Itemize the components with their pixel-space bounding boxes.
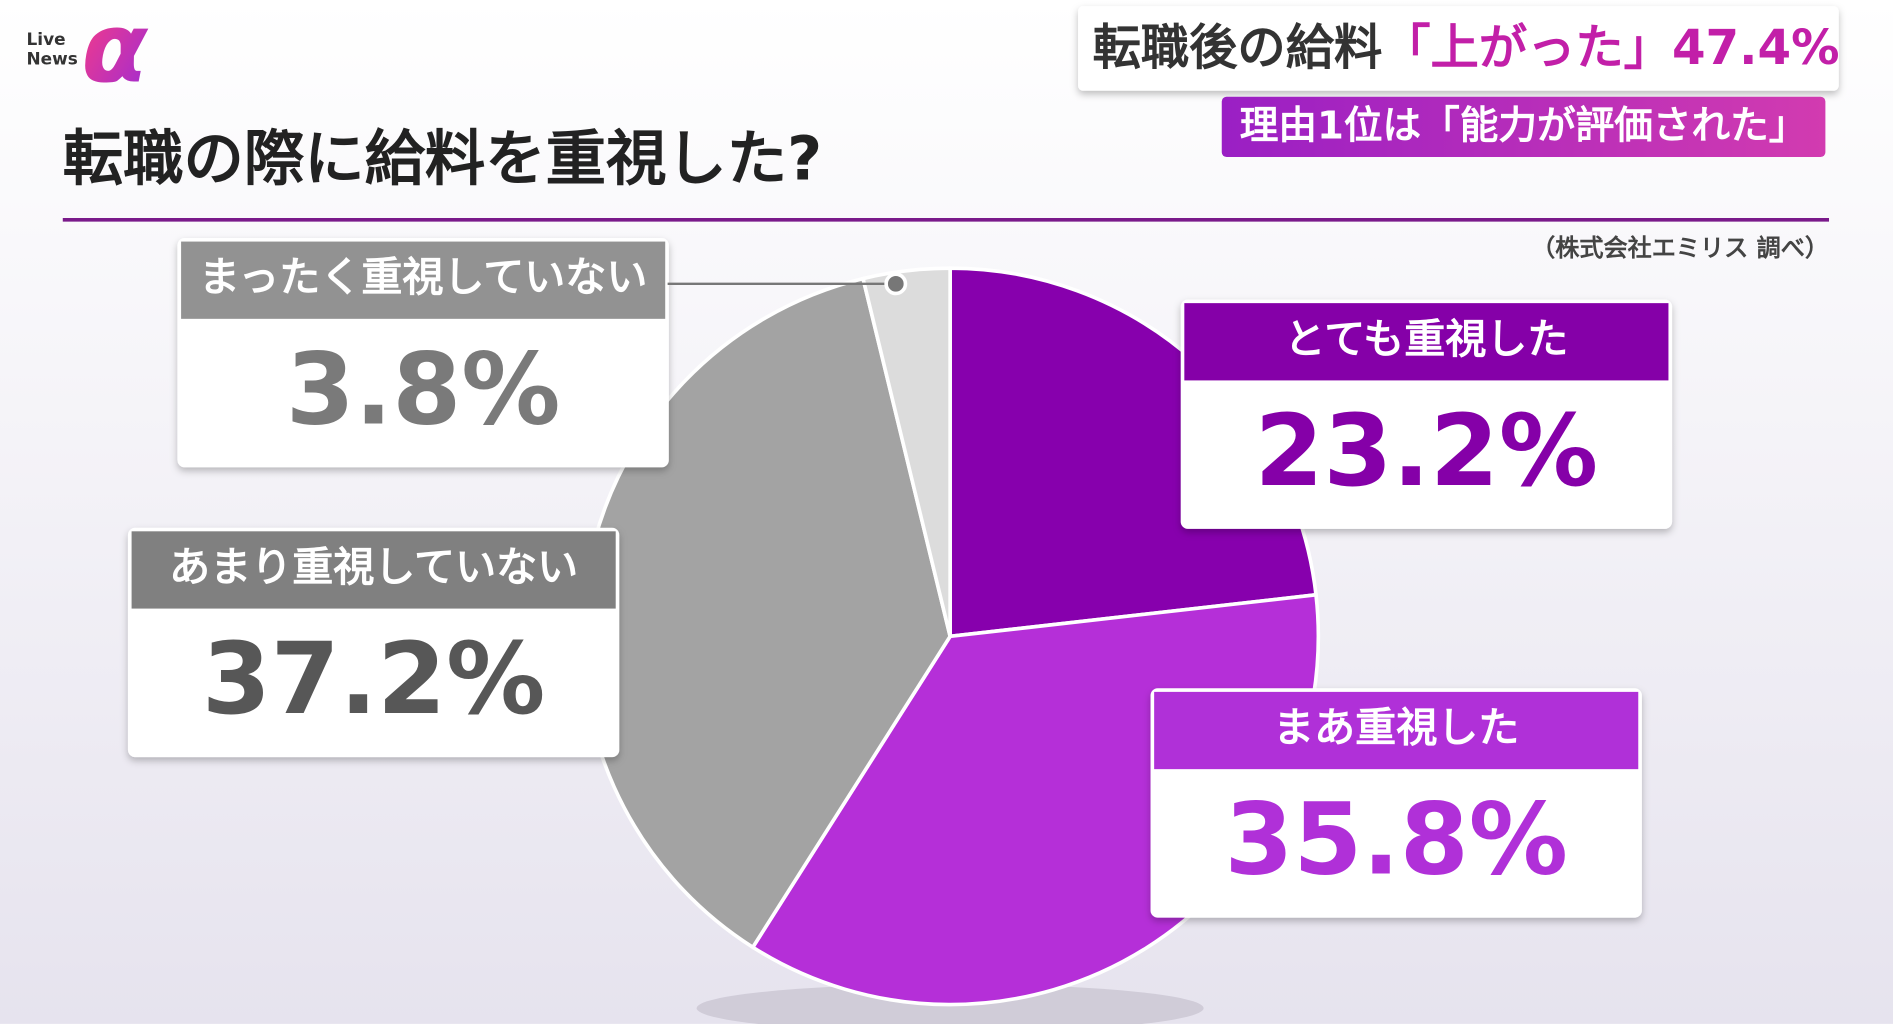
value-label: 37.2% — [202, 622, 545, 737]
value-label: 35.8% — [1225, 783, 1568, 898]
category-label: まったく重視していない — [199, 253, 647, 301]
value-label: 3.8% — [286, 332, 561, 447]
labels: とても重視した 23.2% まあ重視した 35.8% あまり重視していない 37.2% まっ… — [127, 237, 1673, 918]
headline-lead: 転職後の給料 — [1093, 20, 1383, 76]
category-label: まあ重視した — [1273, 704, 1519, 752]
category-label: あまり重視していない — [169, 543, 578, 591]
headline-highlight: 「上がった」47.4% — [1382, 20, 1839, 76]
value-label: 23.2% — [1255, 394, 1598, 509]
chart-title: 転職の際に給料を重視した? — [63, 125, 822, 195]
label-header — [1154, 691, 1639, 770]
headline: 転職後の給料「上がった」47.4% — [1093, 20, 1840, 76]
headline-box — [1078, 6, 1839, 91]
source: （株式会社エミリス 調べ） — [1531, 234, 1829, 262]
label-header — [181, 241, 666, 319]
logo-text: Live — [27, 29, 66, 49]
subheadline-box — [1221, 96, 1826, 158]
label-header — [1184, 303, 1669, 381]
label-header — [131, 531, 616, 609]
logo-text: News — [27, 48, 78, 68]
pie-slice — [860, 266, 952, 637]
subheadline: 理由1位は「能力が評価された」 — [1240, 104, 1808, 149]
category-label: とても重視した — [1284, 315, 1568, 363]
logo-mark: α — [82, 0, 149, 104]
leader-dot — [884, 272, 908, 296]
